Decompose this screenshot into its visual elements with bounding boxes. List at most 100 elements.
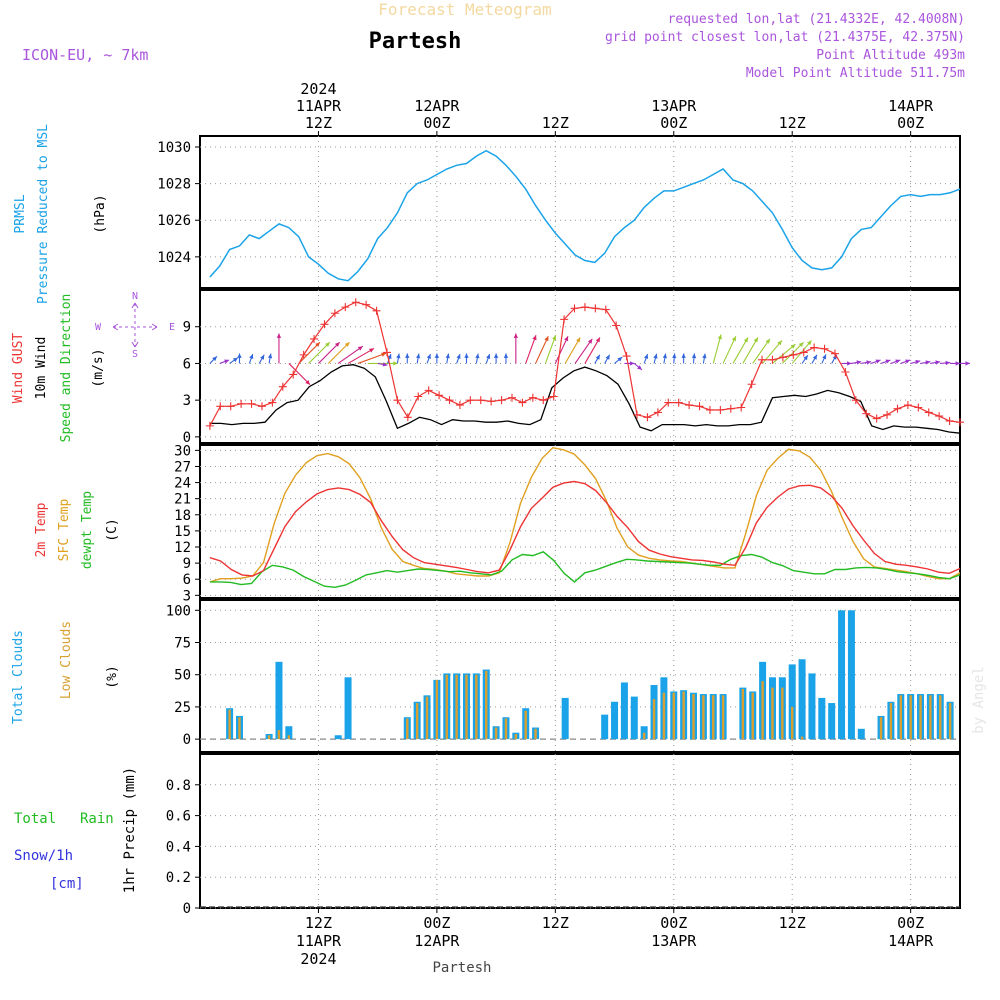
- wind-direction-arrow: [327, 341, 350, 364]
- wind-arrow-head: [434, 353, 440, 358]
- wind-arrow-head: [812, 354, 817, 360]
- gust-marker: [455, 401, 464, 410]
- wind-direction-arrow: [434, 353, 440, 364]
- wind-arrow-head: [357, 346, 363, 351]
- bottom-time-label: 00Z: [423, 914, 450, 932]
- low-cloud-bar: [652, 699, 656, 740]
- wind-direction-arrow: [396, 353, 401, 364]
- gust-marker: [487, 397, 496, 406]
- wind-arrow-head: [475, 353, 480, 359]
- gust-marker: [841, 368, 850, 377]
- total-cloud-bar: [344, 677, 352, 740]
- wind-direction-arrow: [702, 353, 707, 364]
- gust-marker: [872, 414, 881, 423]
- gust-marker: [612, 321, 621, 330]
- wind-arrow-head: [224, 359, 230, 364]
- cloud-panel: 0 25 50 75 100: [166, 599, 961, 753]
- wind-direction-arrow: [712, 334, 722, 364]
- wind-arrow-head: [798, 342, 804, 347]
- y-tick-label: 0.2: [166, 870, 191, 886]
- y-tick-label: 3: [183, 393, 191, 409]
- sfc-label: SFC Temp: [57, 499, 72, 562]
- bottom-time-label: 12Z: [542, 914, 569, 932]
- low-cloud-bar: [267, 735, 271, 740]
- gust-marker: [768, 355, 777, 364]
- y-tick-label: 1024: [157, 250, 191, 266]
- wind-arrow-head: [765, 338, 770, 344]
- wind-arrow-head: [915, 359, 921, 365]
- wind-arrow-head: [464, 353, 469, 358]
- wind-arrow-shaft: [318, 341, 341, 364]
- gust-marker: [935, 412, 944, 421]
- wind-direction-arrow: [485, 353, 491, 364]
- gust-marker: [851, 396, 860, 405]
- wind-arrow-shaft: [525, 335, 537, 364]
- wind-arrow-head: [595, 354, 600, 360]
- wind-arrow-head: [237, 353, 242, 358]
- low-cloud-bar: [435, 679, 439, 740]
- gust-marker: [268, 398, 277, 407]
- wind-arrow-head: [426, 354, 431, 359]
- gust-marker: [653, 408, 662, 417]
- low-cloud-bar: [475, 674, 478, 740]
- wind-arrow-head: [702, 353, 707, 359]
- low-cloud-bar: [672, 692, 675, 740]
- low-cloud-bar: [761, 681, 764, 740]
- total-cloud-bar: [838, 610, 846, 740]
- wind-direction-arrow: [870, 359, 881, 364]
- wind-direction-arrow: [503, 353, 509, 364]
- wind-direction-arrow: [405, 353, 410, 364]
- wind-direction-arrow: [801, 354, 809, 364]
- wind10m-line: [209, 364, 961, 434]
- wind-arrow-head: [532, 335, 537, 341]
- y-tick-label: 21: [174, 492, 191, 508]
- wind-arrow-head: [681, 353, 686, 358]
- wind-arrow-shaft: [752, 338, 771, 364]
- wind-arrow-head: [803, 355, 808, 361]
- gust-marker: [945, 416, 954, 425]
- total-cloud-bar: [857, 728, 865, 740]
- gust-marker: [320, 320, 329, 329]
- wind-arrow-head: [731, 336, 736, 342]
- total-cloud-bar: [808, 673, 816, 740]
- wind10m-label: 10m Wind: [34, 337, 49, 400]
- bottom-time-label: 00Z: [897, 914, 924, 932]
- wind-direction-arrow: [614, 356, 623, 364]
- wind-arrow-head: [260, 354, 265, 360]
- footer-location: Partesh: [432, 960, 491, 976]
- wind-arrow-head: [396, 353, 401, 359]
- wind-arrow-head: [416, 353, 421, 359]
- gust-marker: [591, 304, 600, 313]
- gust-marker: [664, 398, 673, 407]
- wind-arrow-head: [513, 333, 518, 338]
- wind-direction-arrow: [426, 353, 431, 364]
- wind-direction-arrow: [752, 338, 771, 364]
- gust-marker: [716, 405, 725, 414]
- gust-marker: [883, 410, 892, 419]
- gust-marker: [205, 421, 214, 430]
- total-cloud-bar: [788, 664, 796, 740]
- compass-rose: N S W E: [95, 291, 175, 360]
- wind-direction-arrow: [237, 353, 242, 364]
- wind-direction-arrow: [445, 353, 450, 364]
- y-tick-label: 0: [183, 430, 191, 446]
- wind-direction-arrow: [653, 353, 658, 364]
- wind-arrow-shaft: [357, 352, 387, 364]
- low-cloud-bar: [238, 717, 241, 740]
- wind-arrow-shaft: [327, 341, 350, 364]
- low-cloud-bar: [751, 692, 754, 740]
- wind-arrow-head: [662, 353, 667, 359]
- low-cloud-bar: [682, 691, 685, 740]
- y-tick-label: 27: [174, 459, 191, 475]
- low-cloud-bar: [642, 732, 646, 740]
- wind-direction-arrow: [248, 353, 254, 364]
- prmsl-line: [209, 149, 961, 282]
- winddir-label: Speed and Direction: [59, 294, 74, 443]
- y-tick-label: 0.8: [166, 778, 191, 794]
- wind-direction-arrow: [367, 361, 398, 366]
- y-tick-label: 100: [166, 603, 191, 619]
- wind-direction-arrow: [851, 360, 862, 365]
- wind-direction-arrow: [960, 361, 970, 366]
- gust-marker: [570, 304, 579, 313]
- gust-marker: [539, 396, 548, 405]
